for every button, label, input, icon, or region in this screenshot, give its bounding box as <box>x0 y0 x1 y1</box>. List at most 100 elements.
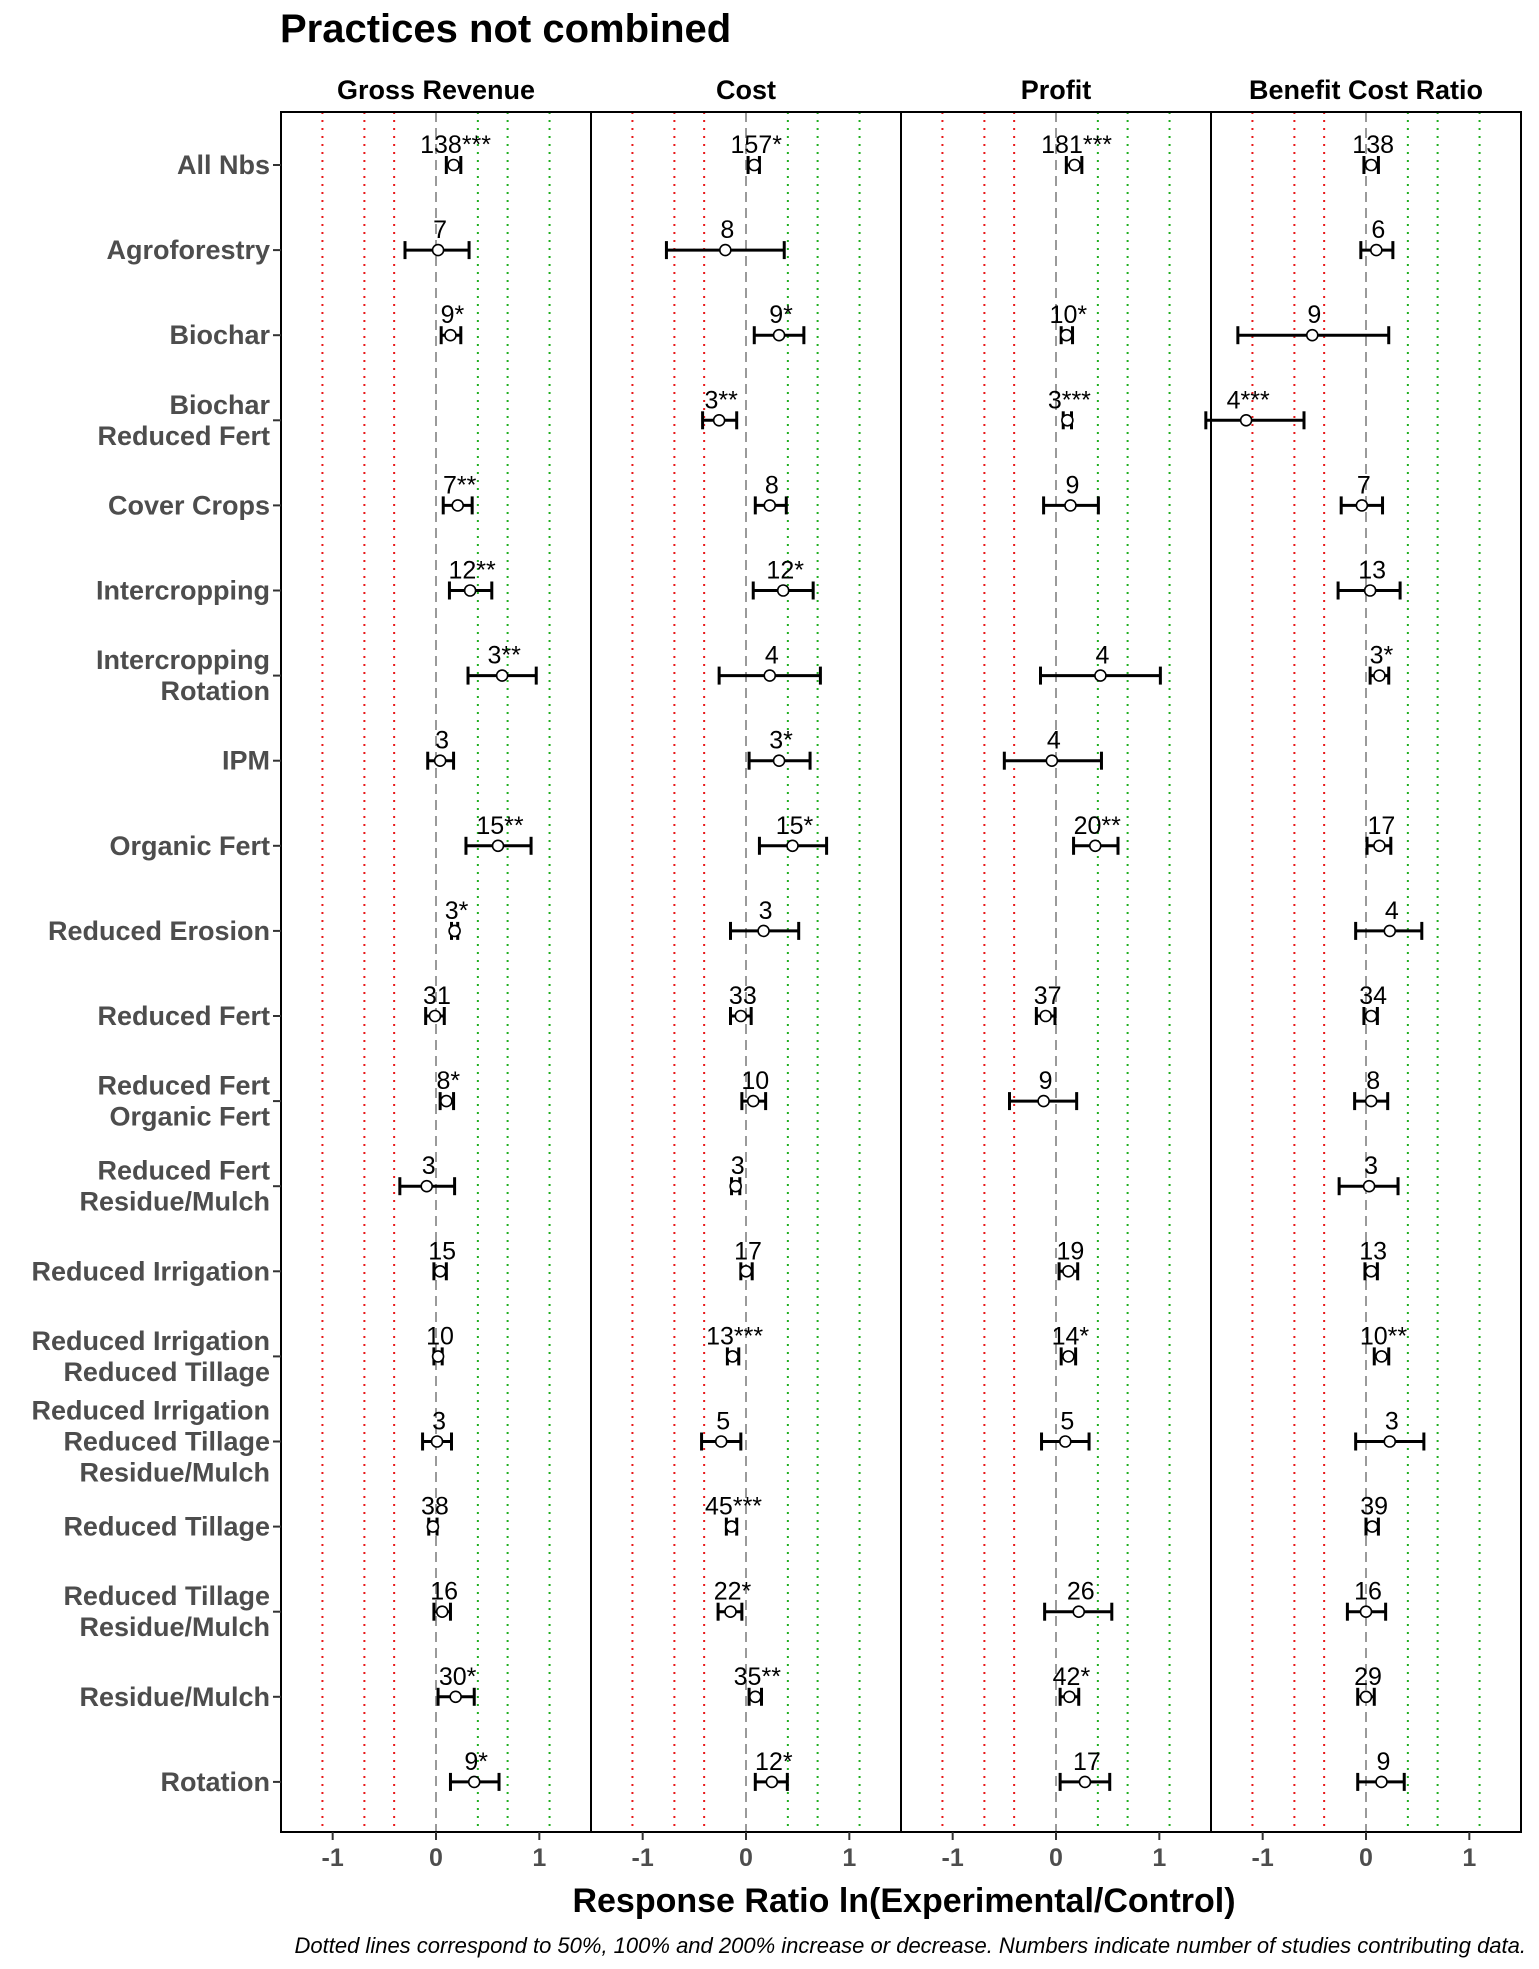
panel-header: Gross Revenue <box>337 75 535 105</box>
estimate-point: 10** <box>1360 1322 1407 1366</box>
study-count-label: 42* <box>1053 1663 1091 1691</box>
estimate-marker <box>786 839 799 853</box>
estimate-marker <box>1355 499 1369 512</box>
study-count-label: 17 <box>734 1237 762 1265</box>
estimate-marker <box>1062 1350 1075 1363</box>
study-count-label: 13 <box>1359 1237 1387 1265</box>
estimate-point: 3* <box>747 727 812 770</box>
estimate-point: 3*** <box>1048 386 1091 430</box>
estimate-marker <box>1039 1009 1052 1023</box>
study-count-label: 138 <box>1352 131 1394 159</box>
row-label-reduced-erosion: Reduced Erosion <box>48 916 281 946</box>
study-count-label: 20** <box>1074 812 1122 840</box>
study-count-label: 4 <box>1095 642 1109 670</box>
row-label-reduced-fert-organic-fert: Reduced Fert Organic Fert <box>97 1071 281 1132</box>
x-tick-label: -1 <box>942 1844 964 1872</box>
estimate-point: 14* <box>1052 1322 1090 1366</box>
estimate-point: 4 <box>1354 897 1424 940</box>
study-count-label: 16 <box>1354 1578 1382 1606</box>
row-label-reduced-fert: Reduced Fert <box>97 1001 281 1031</box>
row-label-biochar-reduced-fert: Biochar Reduced Fert <box>97 390 281 451</box>
estimate-point: 9 <box>1008 1067 1079 1111</box>
row-label-text: Intercropping Rotation <box>96 645 270 706</box>
study-count-label: 4 <box>1385 897 1399 925</box>
study-count-label: 31 <box>423 982 451 1010</box>
estimate-marker <box>1363 584 1377 597</box>
study-count-label: 3** <box>487 642 521 670</box>
study-count-label: 37 <box>1034 982 1062 1010</box>
estimate-point: 10 <box>740 1067 769 1111</box>
estimate-point: 3* <box>445 897 469 940</box>
study-count-label: 38 <box>421 1493 449 1521</box>
estimate-marker <box>1370 243 1383 257</box>
panel-profit: Profit -1 0 1 181*** 10* 3*** 9 4 4 20** 37 9 19 14* 5 2… <box>900 75 1212 1872</box>
estimate-marker <box>1068 158 1081 172</box>
estimate-marker <box>426 1520 440 1533</box>
row-label-intercropping: Intercropping <box>96 576 281 606</box>
estimate-point: 39 <box>1360 1493 1388 1536</box>
study-count-label: 15* <box>776 812 814 840</box>
row-label-reduced-tillage-residue-mulch: Reduced Tillage Residue/Mulch <box>63 1581 281 1642</box>
estimate-point: 9* <box>448 1748 501 1791</box>
study-count-label: 16 <box>430 1578 458 1606</box>
estimate-point: 7 <box>1339 471 1385 515</box>
row-labels: All Nbs Agroforestry Biochar Biochar Reduced… <box>31 150 281 1797</box>
estimate-point: 12** <box>447 557 496 600</box>
study-count-label: 3 <box>422 1152 436 1180</box>
estimate-point: 7** <box>441 471 477 515</box>
row-label-intercropping-rotation: Intercropping Rotation <box>96 645 281 706</box>
estimate-point: 12* <box>753 1748 793 1791</box>
x-tick-label: 0 <box>739 1844 753 1872</box>
row-label-reduced-irrigation-reduced-tillage-residue-mulch: Reduced Irrigation Reduced Tillage Residue… <box>31 1396 281 1488</box>
x-tick-label: 1 <box>1462 1844 1476 1872</box>
estimate-point: 4*** <box>1204 386 1306 430</box>
estimate-marker <box>1359 1690 1373 1704</box>
study-count-label: 17 <box>1368 812 1396 840</box>
study-count-label: 9* <box>464 1748 488 1776</box>
x-axis-title: Response Ratio ln(Experimental/Control) <box>572 1882 1235 1920</box>
estimate-point: 13*** <box>706 1322 763 1366</box>
estimate-marker <box>449 1690 462 1704</box>
study-count-label: 10 <box>426 1322 454 1350</box>
row-label-text: Rotation <box>161 1767 270 1797</box>
study-count-label: 157* <box>731 131 783 159</box>
estimate-point: 31 <box>423 982 451 1025</box>
study-count-label: 8 <box>765 471 779 499</box>
row-label-text: Intercropping <box>96 576 270 606</box>
estimate-point: 45*** <box>705 1493 762 1536</box>
row-label-text: Reduced Fert <box>97 1001 270 1031</box>
estimate-marker <box>1037 1094 1050 1108</box>
estimate-point: 4 <box>717 642 822 685</box>
study-count-label: 14* <box>1052 1322 1090 1350</box>
study-count-label: 5 <box>716 1408 730 1436</box>
row-label-text: Biochar <box>169 320 270 350</box>
study-count-label: 19 <box>1056 1237 1084 1265</box>
chart-title: Practices not combined <box>280 7 731 51</box>
row-label-text: Biochar Reduced Fert <box>97 390 270 451</box>
row-label-reduced-fert-residue-mulch: Reduced Fert Residue/Mulch <box>79 1156 281 1217</box>
estimate-point: 7 <box>403 216 471 260</box>
estimate-marker <box>431 1350 445 1363</box>
study-count-label: 9 <box>1039 1067 1053 1095</box>
estimate-marker <box>1364 1265 1378 1278</box>
panel-gross-revenue: Gross Revenue -1 0 1 138*** 7 9* 7** 12** 3** 3 15*… <box>280 75 592 1872</box>
row-label-text: Organic Fert <box>109 831 270 861</box>
estimate-marker <box>435 1605 449 1618</box>
estimate-point: 9 <box>1236 301 1391 345</box>
estimate-point: 138 <box>1352 131 1394 174</box>
row-label-text: Residue/Mulch <box>79 1682 270 1712</box>
study-count-label: 4*** <box>1227 386 1270 414</box>
row-label-text: Cover Crops <box>108 490 270 520</box>
estimate-marker <box>440 1094 453 1108</box>
row-label-text: Reduced Fert Organic Fert <box>97 1071 270 1132</box>
row-label-cover-crops: Cover Crops <box>108 490 281 520</box>
estimate-point: 35** <box>734 1663 781 1706</box>
study-count-label: 3* <box>769 727 793 755</box>
x-tick-label: -1 <box>632 1844 654 1872</box>
estimate-marker <box>1375 1350 1388 1363</box>
panel-header: Profit <box>1021 75 1092 105</box>
study-count-label: 7 <box>433 216 447 244</box>
estimate-marker <box>428 1009 442 1023</box>
estimate-point: 30* <box>436 1663 477 1706</box>
estimate-marker <box>763 499 777 512</box>
